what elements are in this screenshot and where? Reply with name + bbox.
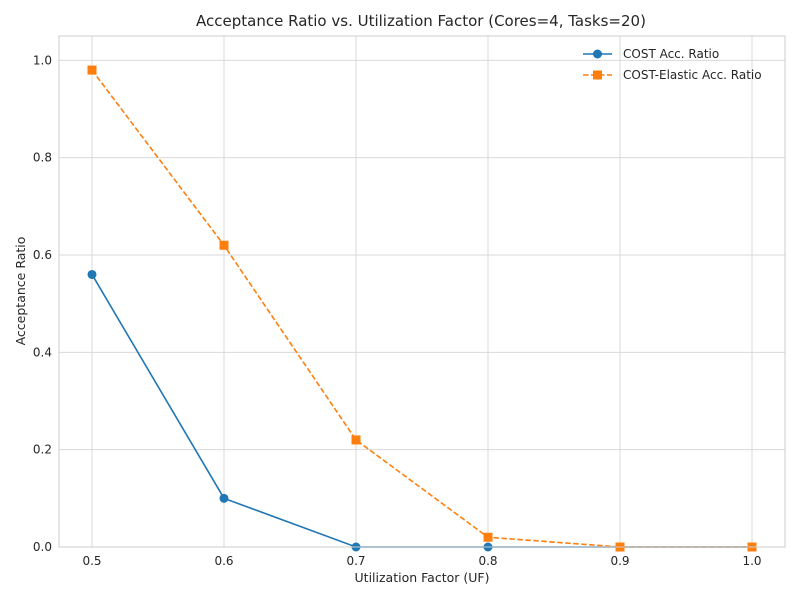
x-tick-label: 1.0 <box>742 554 761 568</box>
y-tick-label: 0.8 <box>33 151 52 165</box>
x-tick-label: 0.5 <box>82 554 101 568</box>
data-point-cost-elastic <box>87 65 97 75</box>
plot-frame <box>58 35 786 548</box>
legend-label: COST-Elastic Acc. Ratio <box>623 68 762 82</box>
grid <box>59 36 785 548</box>
legend-marker <box>593 70 602 80</box>
series-line-cost <box>91 274 752 548</box>
data-point-cost <box>219 493 229 503</box>
legend: COST Acc. Ratio COST-Elastic Acc. Ratio <box>583 47 762 82</box>
x-axis-label: Utilization Factor (UF) <box>355 570 490 585</box>
y-tick-label: 0.2 <box>33 443 52 457</box>
legend-label: COST Acc. Ratio <box>623 47 719 61</box>
y-tick-label: 1.0 <box>33 53 52 67</box>
y-axis-label: Acceptance Ratio <box>13 237 28 346</box>
legend-item-cost: COST Acc. Ratio <box>583 47 719 61</box>
data-point-cost-elastic <box>483 532 493 542</box>
x-tick-label: 0.6 <box>214 554 233 568</box>
series-line-cost-elastic <box>91 69 752 548</box>
x-tick-label: 0.7 <box>346 554 365 568</box>
data-point-cost-elastic <box>219 240 229 250</box>
tick-labels: 0.5 0.6 0.7 0.8 0.9 1.0 0.0 0.2 0.4 0.6 0.8 1.0 <box>33 53 762 568</box>
series-layer <box>87 65 757 552</box>
y-tick-label: 0.6 <box>33 248 52 262</box>
x-tick-label: 0.8 <box>478 554 497 568</box>
data-point-cost-elastic <box>351 435 361 445</box>
chart-title: Acceptance Ratio vs. Utilization Factor … <box>196 12 646 30</box>
legend-item-cost-elastic: COST-Elastic Acc. Ratio <box>583 68 762 82</box>
data-point-cost <box>87 269 97 279</box>
y-tick-label: 0.4 <box>33 345 52 359</box>
x-tick-label: 0.9 <box>610 554 629 568</box>
y-tick-label: 0.0 <box>33 540 52 554</box>
legend-marker <box>593 49 602 59</box>
